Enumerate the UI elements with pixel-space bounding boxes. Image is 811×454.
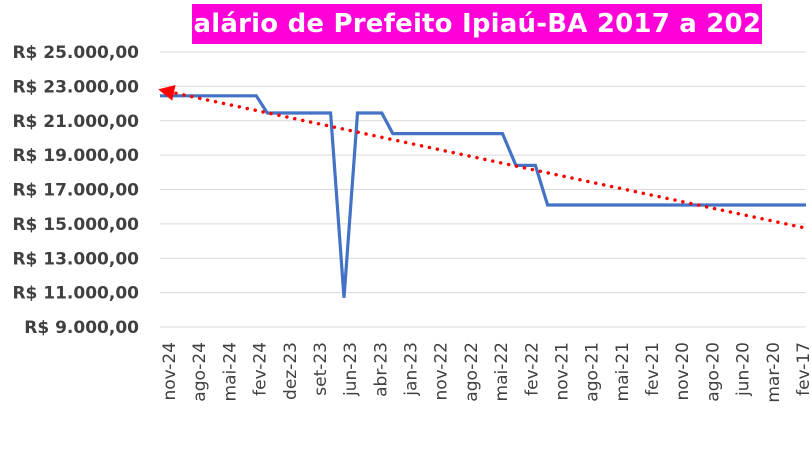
x-axis-labels: nov-24 ago-24 mai-24 fev-24 dez-23 set-23 jun-… [160, 342, 811, 403]
x-tick-label: mai-24 [220, 342, 240, 401]
y-tick-label: R$ 9.000,00 [24, 318, 139, 338]
x-tick-label: abr-23 [371, 342, 391, 397]
y-tick-label: R$ 25.000,00 [12, 43, 139, 63]
x-tick-label: ago-24 [190, 342, 210, 402]
y-tick-label: R$ 11.000,00 [12, 284, 139, 304]
y-tick-label: R$ 15.000,00 [12, 215, 139, 235]
salary-series-line [160, 94, 806, 298]
x-tick-label: mai-21 [613, 342, 633, 401]
x-tick-label: ago-22 [462, 342, 482, 402]
x-tick-label: jun-23 [341, 342, 361, 397]
x-tick-label: mar-20 [764, 342, 784, 403]
x-tick-label: nov-22 [432, 342, 452, 401]
x-tick-label: nov-24 [160, 342, 180, 401]
x-tick-label: fev-22 [522, 342, 542, 396]
x-tick-label: jun-20 [734, 342, 754, 397]
x-tick-label: ago-20 [703, 342, 723, 402]
x-tick-label: mai-22 [492, 342, 512, 401]
x-tick-label: set-23 [311, 342, 331, 396]
trendline-arrowhead [158, 84, 176, 101]
y-tick-label: R$ 19.000,00 [12, 146, 139, 166]
gridlines [160, 51, 806, 328]
x-tick-label: jan-23 [402, 342, 422, 397]
chart-title-banner: Salário de Prefeito Ipiaú-BA 2017 a 2024 [175, 4, 779, 44]
x-tick-label: fev-17 [794, 342, 811, 396]
plot-area [158, 84, 808, 298]
y-tick-label: R$ 13.000,00 [12, 249, 139, 269]
x-tick-label: nov-20 [673, 342, 693, 401]
chart-title: Salário de Prefeito Ipiaú-BA 2017 a 2024 [174, 9, 780, 39]
trendline [166, 89, 808, 230]
y-axis-labels: R$ 9.000,00 R$ 11.000,00 R$ 13.000,00 R$ 15… [12, 43, 139, 338]
x-tick-label: fev-21 [643, 342, 663, 396]
x-tick-label: nov-21 [552, 342, 572, 401]
y-tick-label: R$ 23.000,00 [12, 77, 139, 97]
x-tick-label: fev-24 [251, 342, 271, 396]
x-tick-label: dez-23 [281, 342, 301, 400]
y-tick-label: R$ 17.000,00 [12, 181, 139, 201]
y-tick-label: R$ 21.000,00 [12, 112, 139, 132]
x-tick-label: ago-21 [583, 342, 603, 402]
